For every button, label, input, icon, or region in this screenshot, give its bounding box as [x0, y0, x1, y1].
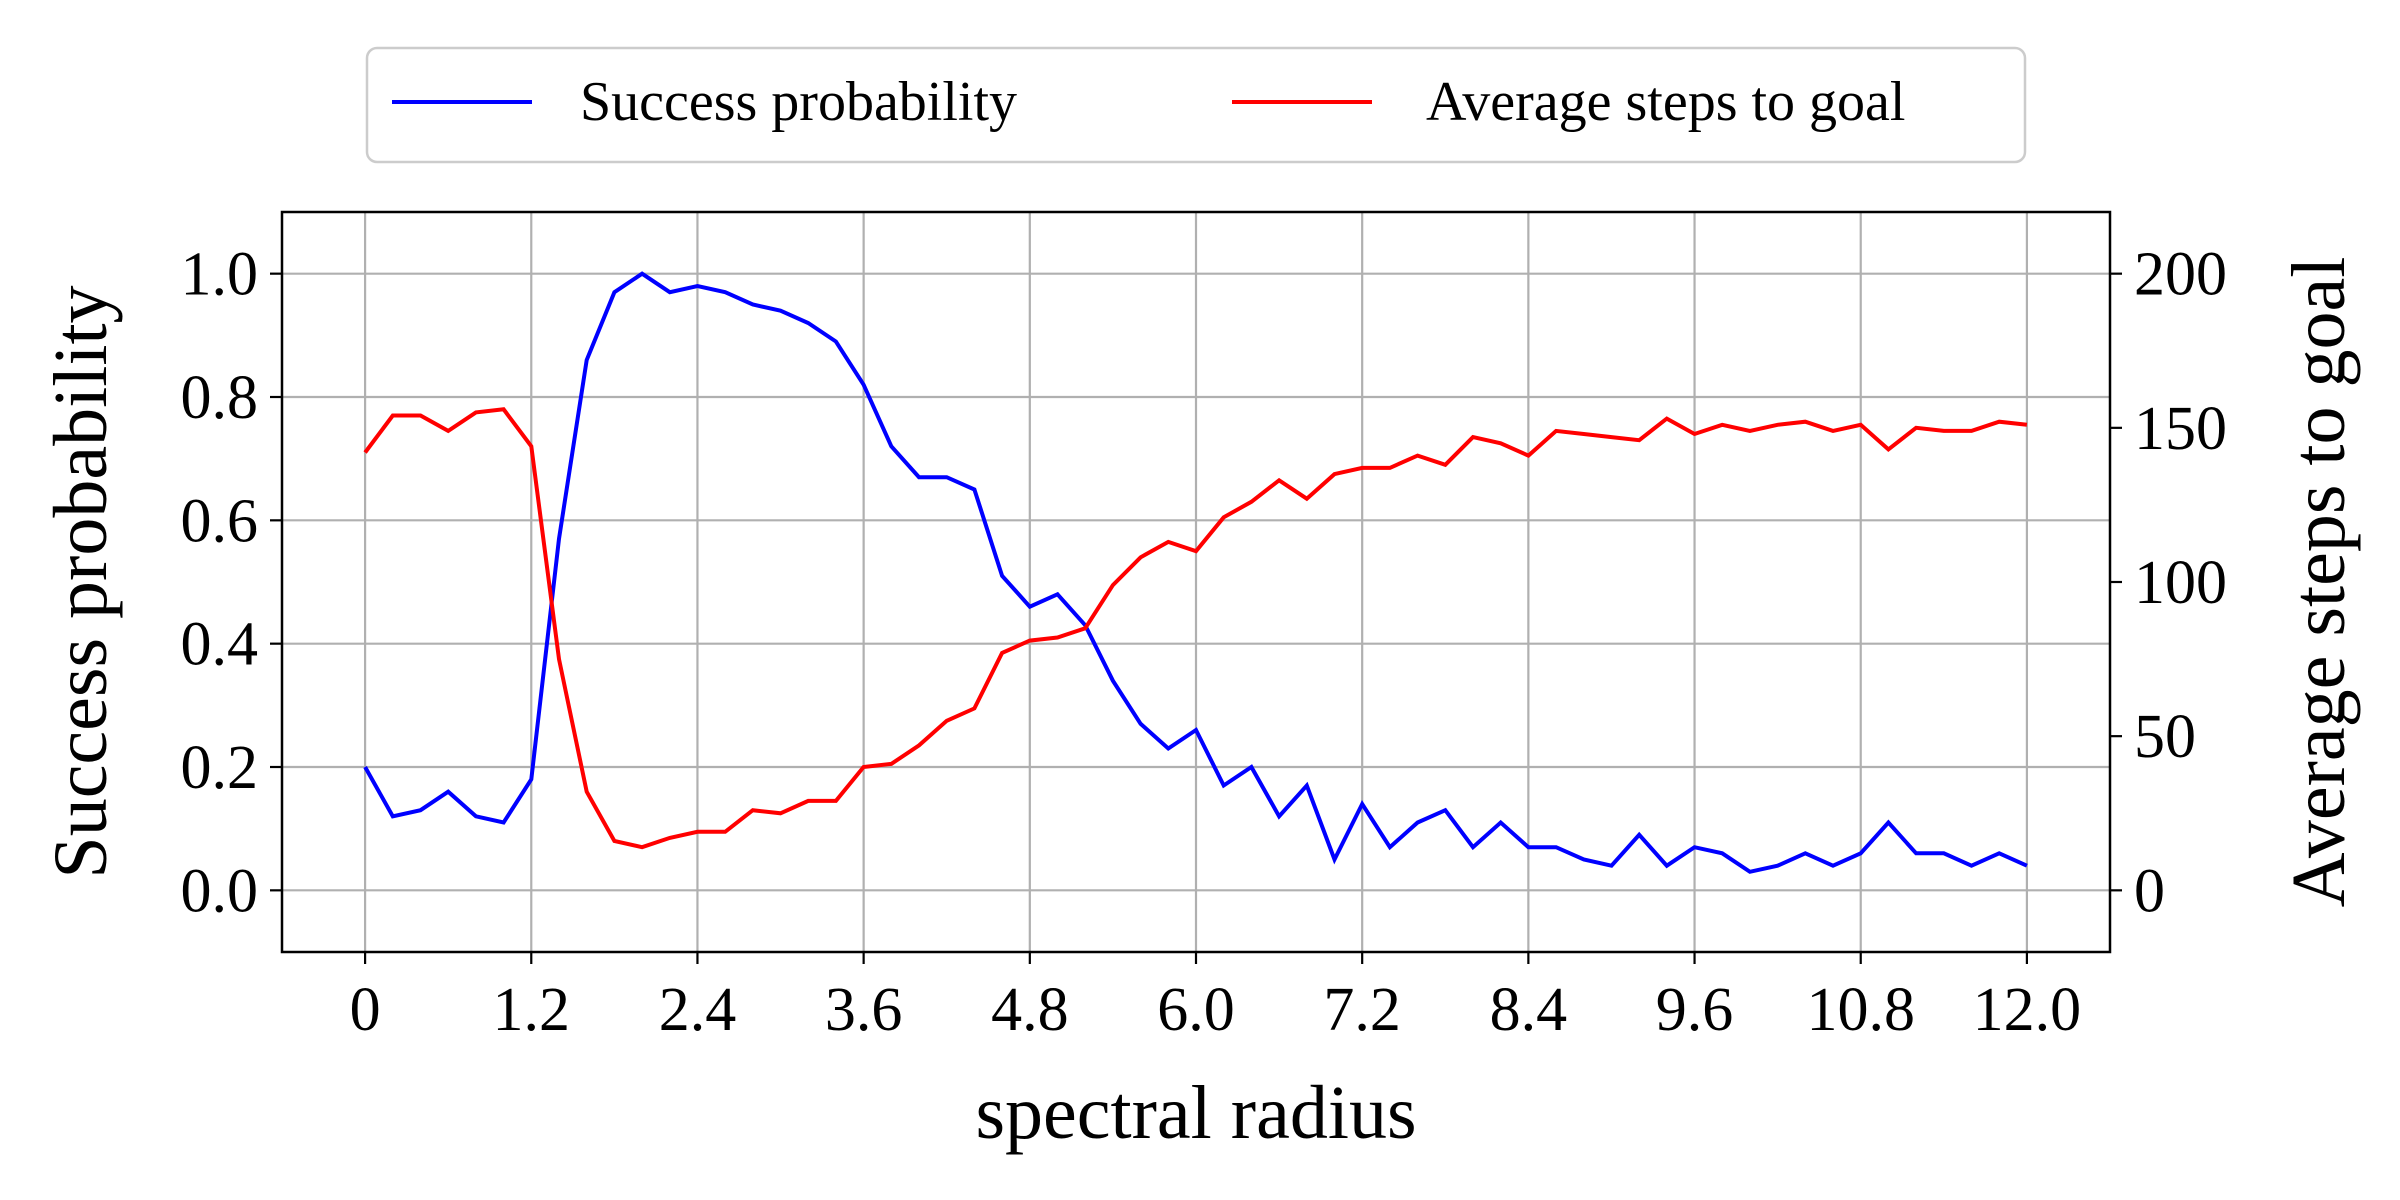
right-y-tick-label: 50	[2134, 703, 2196, 771]
legend-label-success-probability: Success probability	[580, 71, 1017, 133]
legend-box	[365, 46, 2027, 164]
left-y-tick-label: 0.4	[181, 611, 259, 679]
legend: Success probability Average steps to goa…	[365, 46, 2027, 164]
grid	[282, 212, 2110, 952]
x-tick-label: 4.8	[991, 976, 1069, 1044]
x-tick-label: 7.2	[1323, 976, 1401, 1044]
x-tick-label: 2.4	[659, 976, 737, 1044]
x-tick-label: 1.2	[493, 976, 571, 1044]
left-y-tick-label: 0.8	[181, 364, 259, 432]
left-y-axis-title: Success probability	[39, 285, 123, 878]
x-tick-label: 0	[350, 976, 381, 1044]
left-y-tick-label: 1.0	[181, 241, 259, 309]
x-tick-label: 6.0	[1157, 976, 1235, 1044]
left-y-tick-label: 0.2	[181, 734, 259, 802]
x-tick-label: 12.0	[1973, 976, 2082, 1044]
right-y-axis-title: Average steps to goal	[2277, 257, 2361, 908]
left-y-axis-ticks: 0.0 0.2 0.4 0.6 0.8 1.0	[181, 241, 282, 925]
right-y-tick-label: 0	[2134, 857, 2165, 925]
right-y-tick-label: 150	[2134, 395, 2227, 463]
left-y-tick-label: 0.6	[181, 487, 259, 555]
x-tick-label: 10.8	[1806, 976, 1915, 1044]
x-tick-label: 3.6	[825, 976, 903, 1044]
average-steps-line	[363, 407, 2028, 850]
x-tick-label: 9.6	[1656, 976, 1734, 1044]
right-y-tick-label: 200	[2134, 241, 2227, 309]
legend-label-average-steps: Average steps to goal	[1426, 71, 1905, 133]
success-probability-line	[363, 271, 2028, 874]
left-y-tick-label: 0.0	[181, 857, 259, 925]
series-lines	[363, 271, 2028, 874]
x-tick-label: 8.4	[1490, 976, 1568, 1044]
x-axis-title: spectral radius	[975, 1071, 1416, 1155]
x-axis-ticks: 0 1.2 2.4 3.6 4.8 6.0 7.2 8.4 9.6 10.8 12.0	[350, 952, 2082, 1044]
right-y-axis-ticks: 0 50 100 150 200	[2110, 241, 2227, 925]
right-y-tick-label: 100	[2134, 549, 2227, 617]
